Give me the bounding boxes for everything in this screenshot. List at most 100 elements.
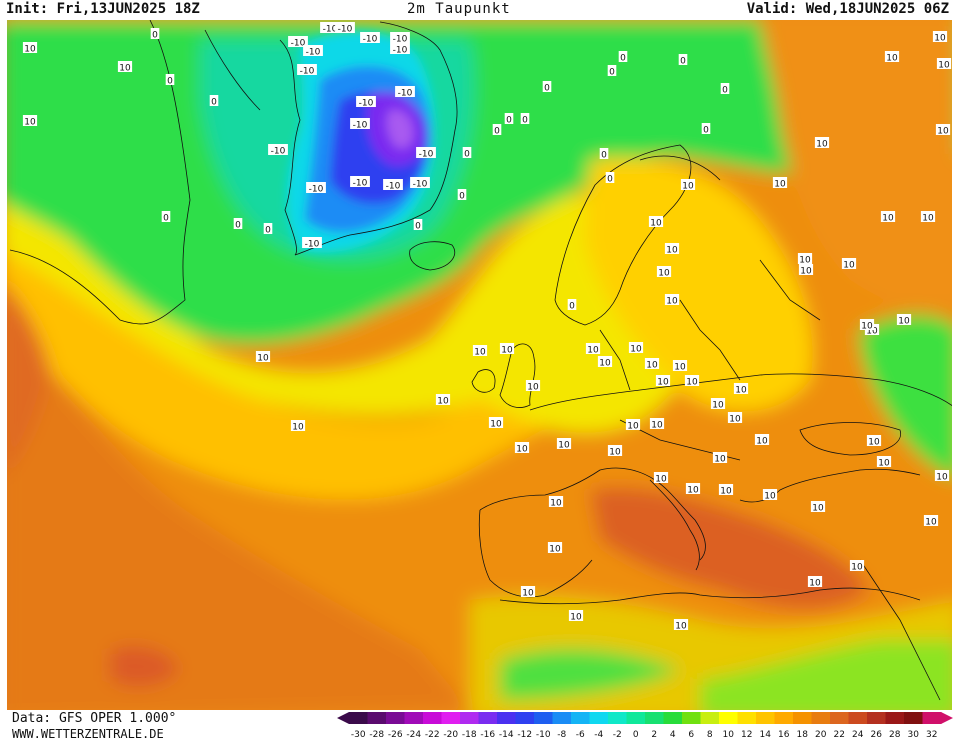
- scale-swatch: [645, 712, 664, 724]
- scale-swatch: [719, 712, 738, 724]
- svg-text:10: 10: [119, 64, 131, 74]
- scale-swatch: [922, 712, 942, 724]
- contour-label-minus: -10: [416, 147, 436, 160]
- contour-label-ten: 10: [876, 456, 892, 469]
- contour-label-ten: 10: [841, 258, 857, 271]
- svg-text:-10: -10: [419, 150, 434, 160]
- contour-label-ten: 10: [499, 343, 515, 356]
- contour-label-zero: 0: [161, 211, 171, 224]
- contour-label-minus: -10: [350, 118, 370, 131]
- contour-label-zero: 0: [462, 147, 472, 160]
- contour-label-ten: 10: [814, 137, 830, 150]
- svg-text:0: 0: [152, 31, 158, 41]
- contour-label-zero: 0: [678, 54, 688, 67]
- contour-label-ten: 10: [797, 253, 813, 266]
- scale-tick-label: -28: [369, 730, 384, 740]
- contour-label-ten: 10: [884, 51, 900, 64]
- svg-text:10: 10: [609, 448, 621, 458]
- svg-text:10: 10: [437, 397, 449, 407]
- contour-label-zero: 0: [542, 81, 552, 94]
- svg-text:0: 0: [494, 127, 500, 137]
- svg-text:10: 10: [816, 140, 828, 150]
- scale-tick-label: 4: [670, 730, 676, 740]
- svg-text:0: 0: [703, 126, 709, 136]
- contour-label-minus: -10: [410, 177, 430, 190]
- svg-text:10: 10: [720, 487, 732, 497]
- scale-swatch: [552, 712, 572, 724]
- contour-label-ten: 10: [520, 586, 536, 599]
- contour-label-zero: 0: [599, 148, 609, 161]
- svg-text:10: 10: [674, 363, 686, 373]
- contour-label-ten: 10: [807, 576, 823, 589]
- svg-text:10: 10: [675, 622, 687, 632]
- svg-text:0: 0: [601, 151, 607, 161]
- svg-text:10: 10: [878, 459, 890, 469]
- contour-label-zero: 0: [233, 218, 243, 231]
- scale-swatch: [737, 712, 757, 724]
- contour-label-ten: 10: [472, 345, 488, 358]
- scale-swatch: [478, 712, 498, 724]
- svg-text:10: 10: [570, 613, 582, 623]
- scale-swatch: [700, 712, 720, 724]
- contour-label-ten: 10: [754, 434, 770, 447]
- scale-swatch: [811, 712, 831, 724]
- svg-text:10: 10: [922, 214, 934, 224]
- contour-label-ten: 10: [934, 470, 950, 483]
- scale-swatch: [589, 712, 609, 724]
- svg-text:0: 0: [522, 116, 528, 126]
- svg-text:-10: -10: [305, 240, 320, 250]
- contour-label-minus: -10: [268, 144, 288, 157]
- contour-label-ten: 10: [896, 314, 912, 327]
- contour-label-ten: 10: [936, 58, 952, 71]
- scale-arrow-left: [337, 712, 349, 724]
- svg-text:0: 0: [464, 150, 470, 160]
- scale-swatch: [663, 712, 683, 724]
- website-label[interactable]: WWW.WETTERZENTRALE.DE: [12, 727, 164, 741]
- contour-label-minus: -10: [356, 96, 376, 109]
- contour-label-ten: 10: [798, 264, 814, 277]
- svg-text:10: 10: [257, 354, 269, 364]
- svg-text:0: 0: [415, 222, 421, 232]
- svg-text:-10: -10: [291, 39, 306, 49]
- contour-label-ten: 10: [656, 266, 672, 279]
- svg-text:-10: -10: [309, 185, 324, 195]
- svg-text:10: 10: [630, 345, 642, 355]
- contour-label-zero: 0: [567, 299, 577, 312]
- svg-text:10: 10: [756, 437, 768, 447]
- map-footer: Data: GFS OPER 1.000° WWW.WETTERZENTRALE…: [0, 710, 959, 741]
- svg-text:10: 10: [886, 54, 898, 64]
- contour-label-ten: 10: [597, 356, 613, 369]
- svg-text:10: 10: [657, 378, 669, 388]
- scale-swatch: [904, 712, 923, 724]
- contour-label-ten: 10: [849, 560, 865, 573]
- contour-label-ten: 10: [435, 394, 451, 407]
- contour-label-ten: 10: [684, 375, 700, 388]
- contour-label-ten: 10: [733, 383, 749, 396]
- scale-tick-label: -26: [388, 730, 403, 740]
- svg-text:10: 10: [655, 475, 667, 485]
- svg-text:10: 10: [799, 256, 811, 266]
- contour-label-zero: 0: [209, 95, 219, 108]
- contour-label-ten: 10: [488, 417, 504, 430]
- dewpoint-map[interactable]: 10 10 10 10 10 10 10 10 10 10 10 10 10 10 10 10 10 10 10 10…: [7, 20, 952, 710]
- svg-text:0: 0: [722, 86, 728, 96]
- svg-text:10: 10: [627, 422, 639, 432]
- scale-swatch: [423, 712, 442, 724]
- contour-label-ten: 10: [680, 179, 696, 192]
- contour-label-minus: -10: [288, 36, 308, 49]
- contour-label-ten: 10: [866, 435, 882, 448]
- contour-label-ten: 10: [556, 438, 572, 451]
- contour-label-ten: 10: [585, 343, 601, 356]
- contour-label-ten: 10: [255, 351, 271, 364]
- contour-label-ten: 10: [920, 211, 936, 224]
- scale-swatch: [386, 712, 405, 724]
- svg-text:0: 0: [265, 226, 271, 236]
- svg-text:10: 10: [527, 383, 539, 393]
- scale-tick-label: 28: [889, 730, 901, 740]
- contour-label-minus: -10: [302, 237, 322, 250]
- svg-text:10: 10: [24, 45, 36, 55]
- scale-tick-label: 8: [707, 730, 713, 740]
- scale-tick-label: -4: [594, 730, 603, 740]
- contour-label-minus: -10: [320, 22, 340, 35]
- contour-label-minus: -10: [335, 22, 355, 35]
